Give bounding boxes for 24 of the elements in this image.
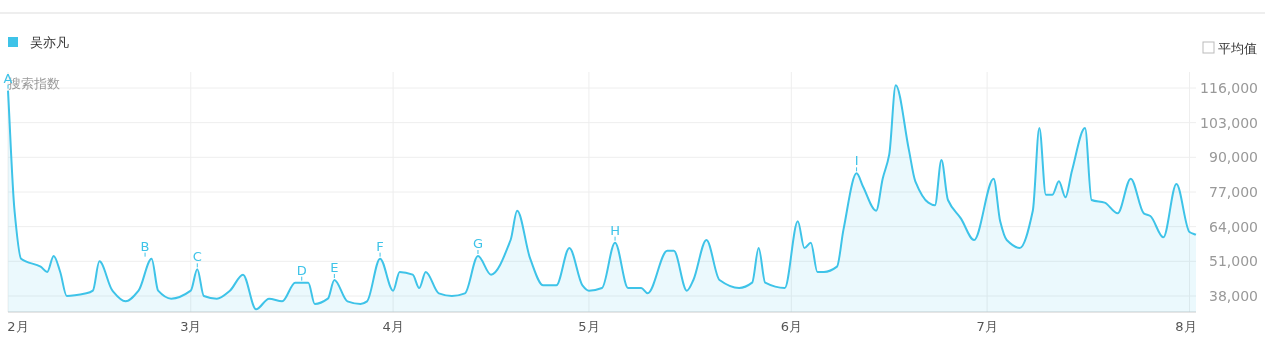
annotation: E xyxy=(330,260,339,275)
x-tick-label: 8月 xyxy=(1175,319,1197,334)
annotation: I xyxy=(854,153,859,169)
y-tick-label: 51,000 xyxy=(1209,253,1258,270)
y-tick-label: 103,000 xyxy=(1200,114,1258,131)
x-tick-label: 6月 xyxy=(780,319,802,334)
y-tick-label: 77,000 xyxy=(1209,184,1258,200)
annotation: F xyxy=(376,238,384,254)
annotation: H xyxy=(610,222,620,238)
x-tick-label: 5月 xyxy=(578,319,600,334)
x-tick-label: 3月 xyxy=(180,319,202,334)
y-tick-label: 38,000 xyxy=(1209,288,1258,304)
x-tick-label: 2月 xyxy=(7,319,29,334)
text: 平均值 xyxy=(1218,41,1257,56)
annotation: B xyxy=(140,238,150,254)
y-tick-label: 90,000 xyxy=(1209,149,1258,166)
annotation: G xyxy=(472,236,484,251)
y-tick-label: 116,000 xyxy=(1200,80,1258,96)
y-tick-label: 64,000 xyxy=(1209,218,1258,235)
x-tick-label: 7月 xyxy=(976,319,998,334)
annotation: D xyxy=(296,262,307,278)
annotation: C xyxy=(192,249,202,265)
x-tick-label: 4月 xyxy=(382,319,404,334)
legend-label: 吴亦凡 xyxy=(30,35,69,50)
